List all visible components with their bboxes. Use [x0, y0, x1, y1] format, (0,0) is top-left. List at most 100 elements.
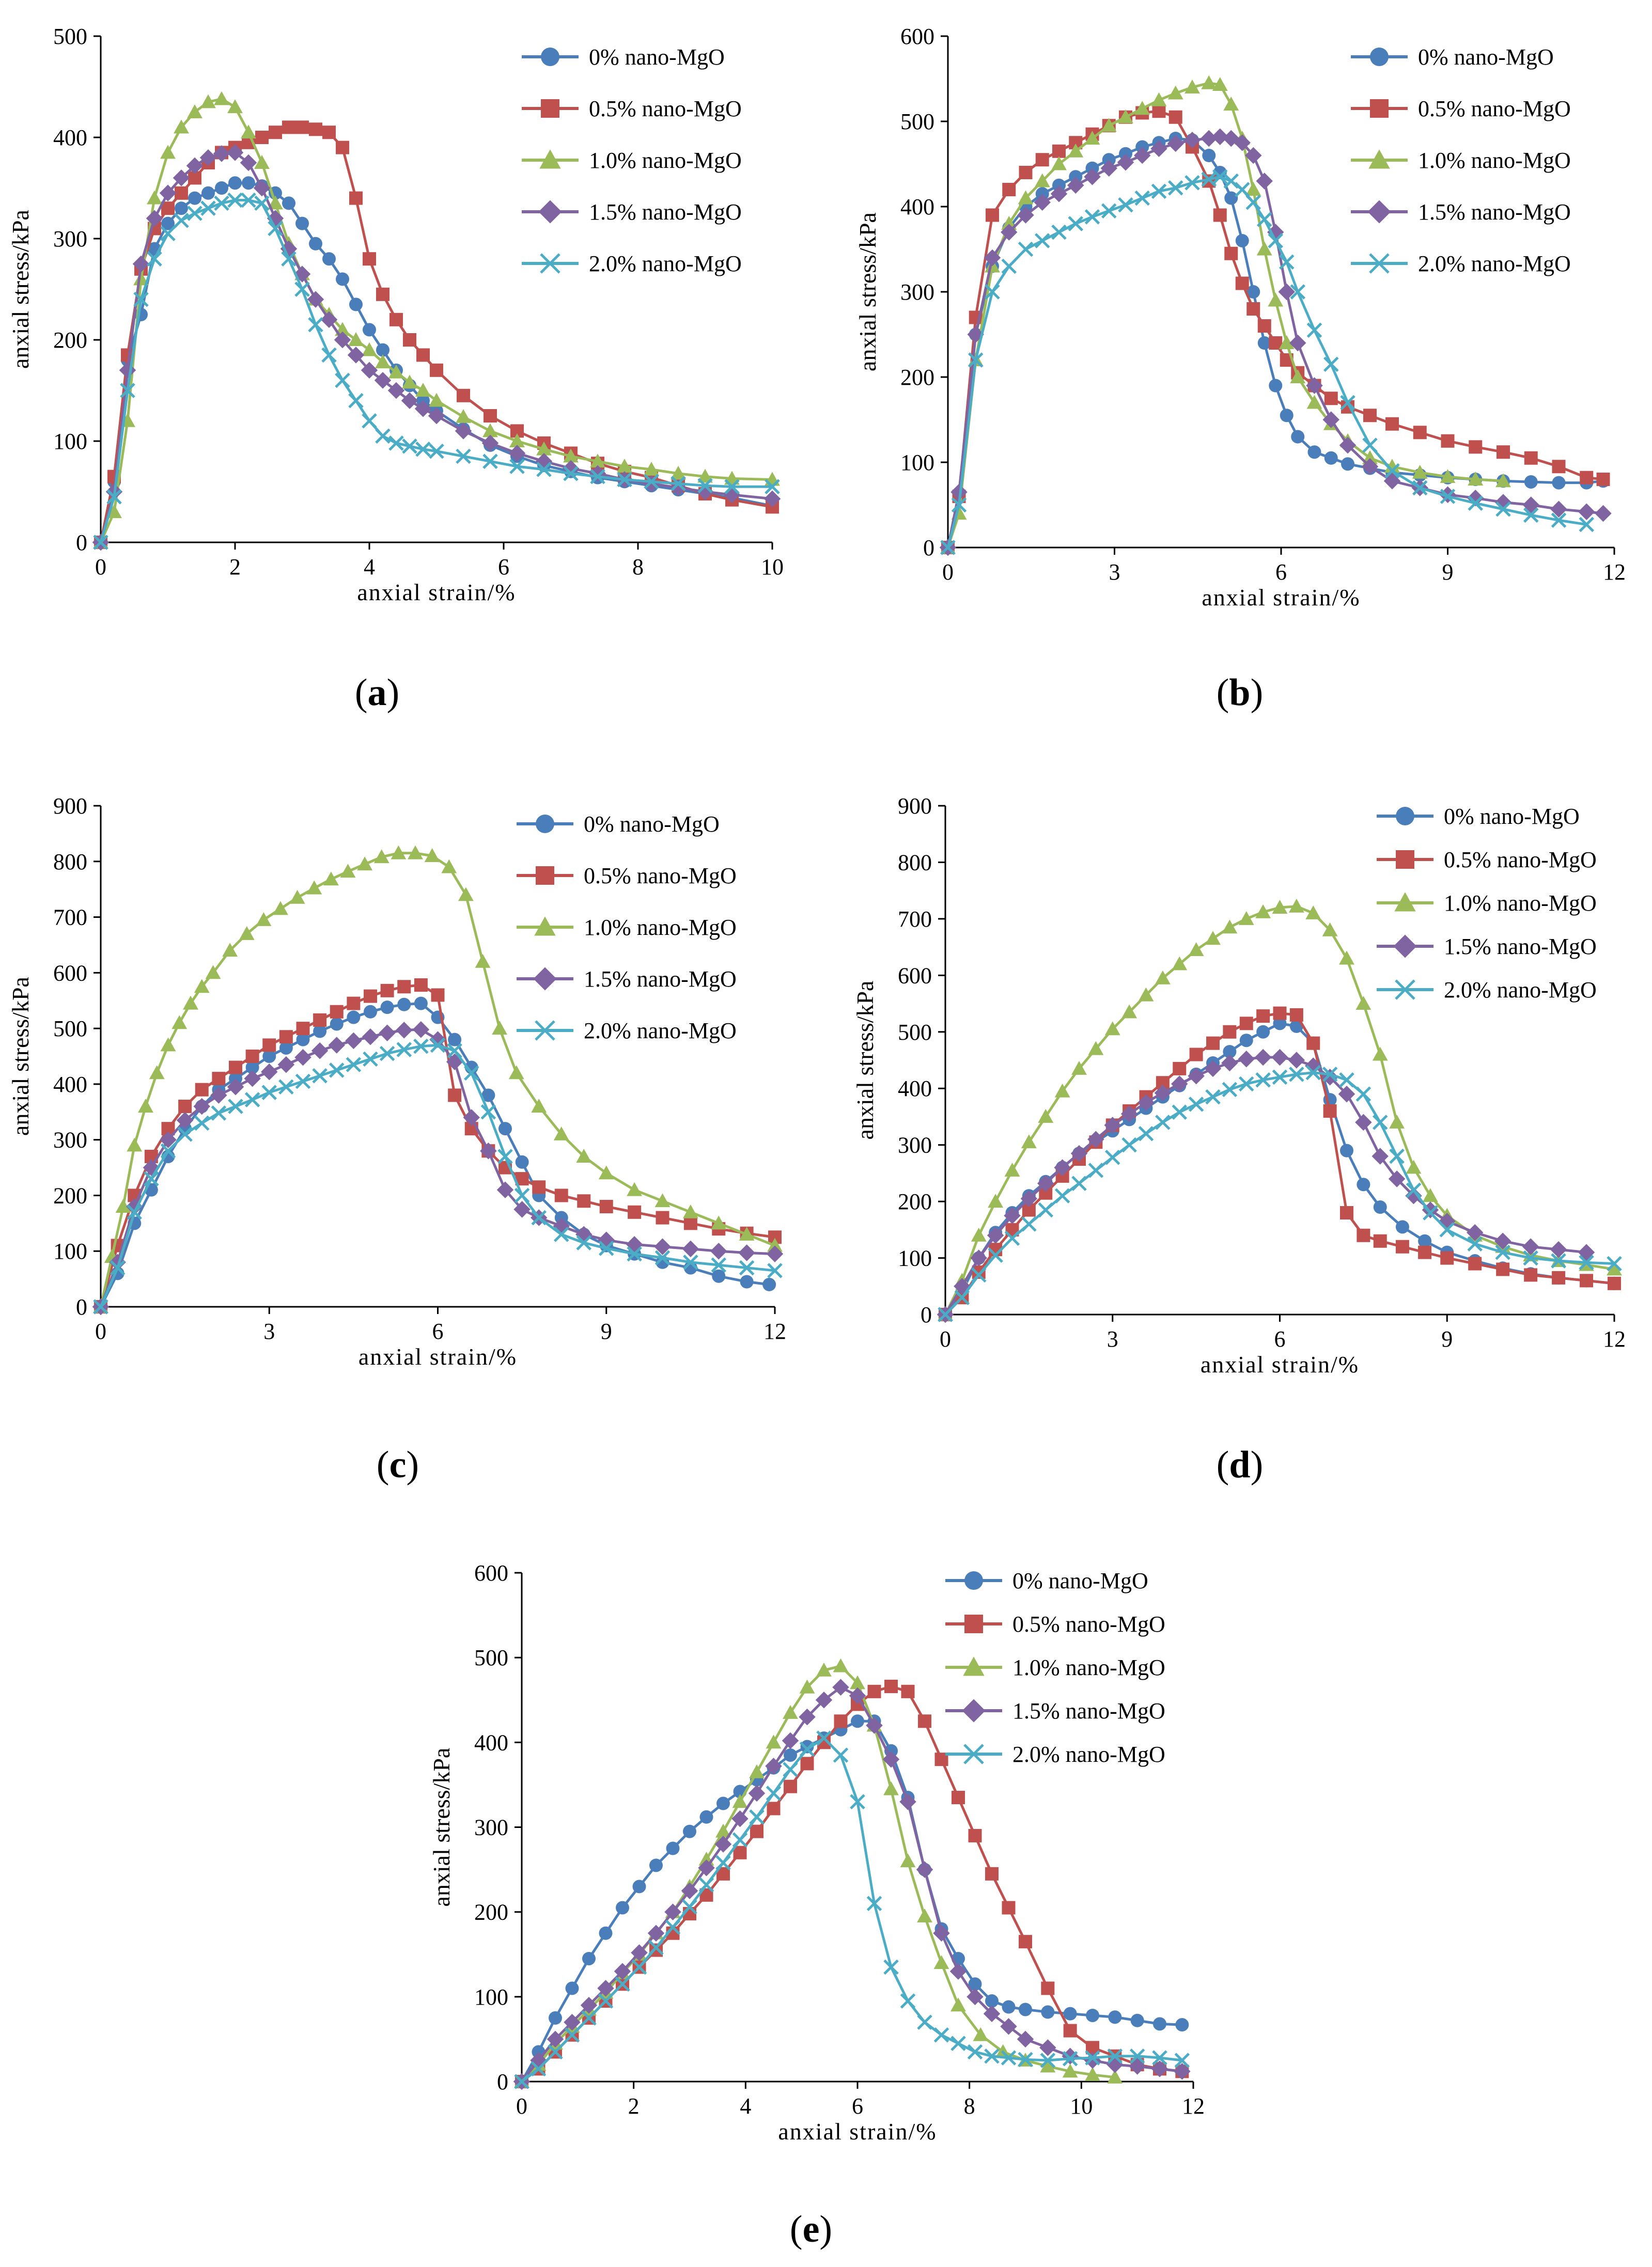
data-point [1019, 1935, 1032, 1949]
data-point [940, 540, 956, 555]
data-point [1175, 2018, 1189, 2032]
legend-entry: 0.5% nano-MgO [522, 96, 742, 121]
legend-marker [534, 916, 556, 936]
legend-entry: 1.5% nano-MgO [945, 1698, 1165, 1724]
data-point [1067, 177, 1084, 194]
data-point [711, 1215, 727, 1230]
legend-entry: 0% nano-MgO [945, 1568, 1148, 1593]
data-point [296, 1033, 310, 1046]
data-point [582, 1951, 596, 1965]
data-point [1469, 440, 1483, 454]
data-point [509, 433, 525, 447]
data-point [732, 1832, 748, 1848]
data-point [1595, 505, 1612, 522]
data-point [1440, 469, 1456, 483]
legend-label: 2.0% nano-MgO [584, 1018, 737, 1043]
data-point [160, 145, 176, 159]
data-point [1069, 170, 1083, 184]
data-point [1355, 1114, 1372, 1131]
data-point [1035, 187, 1049, 201]
data-point [1021, 1134, 1037, 1149]
legend-label: 0% nano-MgO [1444, 804, 1580, 829]
data-point [174, 119, 189, 134]
data-point [200, 94, 216, 108]
data-point [402, 374, 417, 389]
data-point [731, 1810, 749, 1827]
data-point [200, 200, 216, 216]
y-tick-label: 200 [898, 1189, 932, 1214]
series-4 [514, 1730, 1190, 2089]
data-point [626, 1236, 643, 1253]
data-point [740, 1275, 754, 1289]
data-point [308, 317, 323, 333]
data-point [698, 1859, 715, 1877]
data-point [279, 1030, 293, 1044]
x-tick-label: 6 [498, 554, 509, 580]
data-point [1412, 464, 1428, 479]
data-point [1552, 460, 1566, 474]
y-tick-label: 200 [53, 327, 87, 353]
y-tick-label: 300 [53, 1128, 87, 1153]
data-point [244, 1070, 261, 1087]
data-point [294, 282, 310, 297]
data-point [456, 409, 471, 423]
series-4 [938, 1065, 1622, 1322]
data-point [195, 1083, 209, 1097]
data-point [273, 901, 288, 915]
data-point [1522, 496, 1539, 513]
data-point [363, 1051, 378, 1067]
data-point [132, 255, 150, 273]
data-point [1373, 1200, 1387, 1214]
data-point [1151, 2060, 1168, 2077]
data-point [766, 1786, 782, 1801]
data-point [849, 1687, 866, 1705]
legend-entry: 2.0% nano-MgO [1351, 251, 1571, 276]
legend-entry: 2.0% nano-MgO [1377, 977, 1597, 1003]
data-point [1138, 1126, 1154, 1142]
data-point [429, 393, 444, 407]
data-point [1167, 180, 1183, 196]
data-point [414, 978, 428, 992]
data-point [261, 1085, 277, 1100]
legend-entry: 0.5% nano-MgO [945, 1612, 1165, 1637]
data-point [767, 1238, 783, 1252]
data-point [644, 474, 659, 490]
data-point [335, 372, 350, 388]
data-point [1608, 1276, 1621, 1290]
data-point [1256, 173, 1273, 190]
legend-entry: 1.0% nano-MgO [945, 1655, 1165, 1680]
data-point [336, 140, 349, 154]
x-tick-label: 6 [1274, 1326, 1286, 1352]
data-point [1205, 1089, 1221, 1105]
legend-marker [1394, 892, 1416, 912]
data-point [1002, 1901, 1016, 1915]
data-point [1211, 128, 1228, 145]
data-point [1372, 1148, 1389, 1165]
data-point [749, 1809, 765, 1825]
legend-label: 1.5% nano-MgO [584, 966, 737, 992]
data-point [1040, 2053, 1056, 2068]
data-point [664, 1903, 681, 1920]
data-point [938, 1307, 953, 1322]
chart-panel-a: 0 100 200 300 400 500 0 2 4 6 8 10 anxial strain/% an… [7, 24, 784, 714]
y-tick-label: 800 [53, 849, 87, 874]
data-point [458, 887, 474, 901]
data-point [1117, 153, 1134, 171]
data-point [1288, 898, 1304, 913]
y-tick-label: 600 [53, 960, 87, 986]
data-point [1173, 1061, 1187, 1075]
data-point [187, 104, 202, 118]
data-point [1468, 472, 1484, 486]
data-point [1551, 512, 1567, 528]
x-tick-label: 2 [628, 2093, 640, 2119]
data-point [1579, 517, 1595, 533]
data-point [1495, 1244, 1510, 1260]
data-point [563, 448, 579, 463]
data-point [242, 176, 255, 190]
data-point [160, 1143, 176, 1159]
legend-label: 1.0% nano-MgO [584, 915, 737, 940]
data-point [1239, 1034, 1253, 1047]
data-point [508, 1065, 524, 1080]
data-point [563, 465, 579, 481]
